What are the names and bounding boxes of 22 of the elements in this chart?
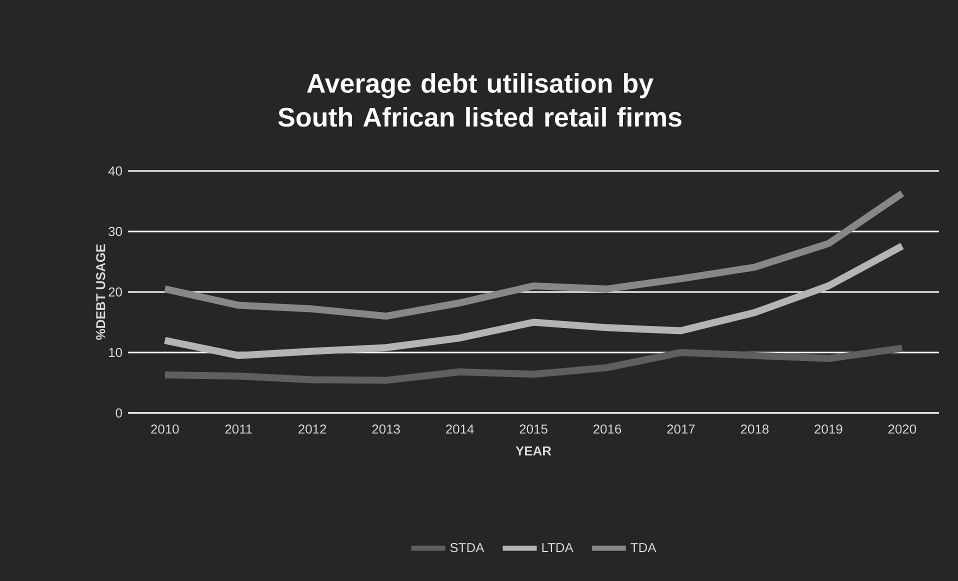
legend-label: TDA (630, 543, 656, 552)
x-tick-label: 2019 (814, 424, 842, 434)
y-tick-label: 30 (108, 226, 122, 236)
x-tick-label: 2010 (151, 424, 179, 434)
x-tick-label: 2013 (372, 424, 400, 434)
y-tick-label: 0 (116, 408, 122, 418)
x-tick-label: 2016 (593, 424, 622, 434)
x-tick-label: 2012 (298, 424, 326, 434)
y-tick-label: 40 (108, 166, 122, 176)
x-tick-label: 2011 (225, 424, 252, 434)
x-tick-label: 2015 (520, 424, 548, 434)
x-axis-title: YEAR (516, 446, 552, 456)
x-tick-label: 2017 (667, 424, 695, 434)
chart-title: Average debt utilisation by South African listed retail firms (278, 73, 682, 127)
legend-label: LTDA (542, 543, 574, 552)
x-tick-label: 2014 (446, 424, 474, 434)
y-tick-label: 10 (109, 348, 122, 358)
x-tick-label: 2020 (888, 424, 916, 434)
legend-label: STDA (450, 543, 484, 552)
y-axis-title: %DEBT USAGE (96, 244, 106, 340)
y-tick-label: 20 (108, 287, 122, 297)
x-tick-label: 2018 (740, 424, 769, 434)
